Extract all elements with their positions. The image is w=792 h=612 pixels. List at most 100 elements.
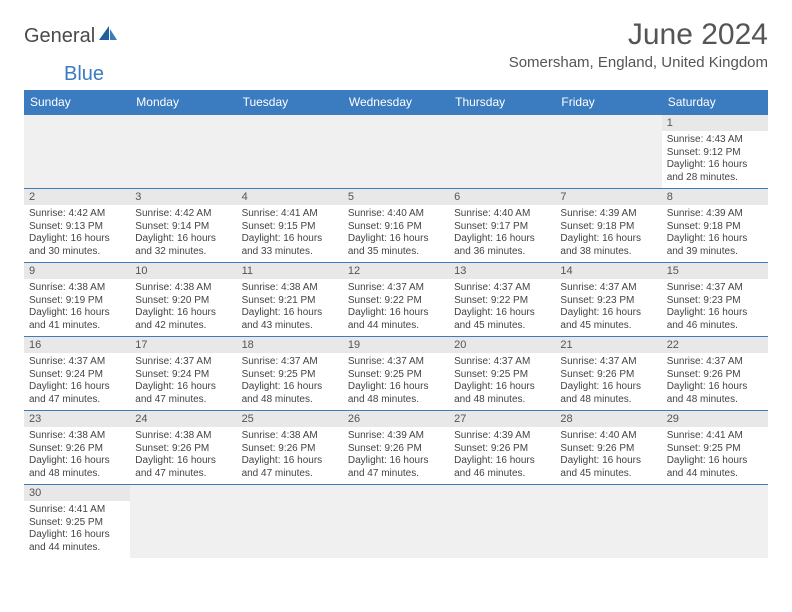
sunrise-line: Sunrise: 4:39 AM	[348, 430, 444, 443]
day-details: Sunrise: 4:40 AMSunset: 9:16 PMDaylight:…	[343, 205, 449, 262]
day-cell: 18Sunrise: 4:37 AMSunset: 9:25 PMDayligh…	[237, 337, 343, 411]
day-number: 25	[237, 411, 343, 427]
sunrise-line: Sunrise: 4:38 AM	[135, 430, 231, 443]
sunset-line: Sunset: 9:24 PM	[135, 369, 231, 382]
sunrise-line: Sunrise: 4:40 AM	[348, 208, 444, 221]
day-number: 22	[662, 337, 768, 353]
day-number: 12	[343, 263, 449, 279]
weekday-header: Thursday	[449, 90, 555, 115]
day-number: 24	[130, 411, 236, 427]
sunset-line: Sunset: 9:16 PM	[348, 221, 444, 234]
day-cell: 20Sunrise: 4:37 AMSunset: 9:25 PMDayligh…	[449, 337, 555, 411]
sunset-line: Sunset: 9:12 PM	[667, 147, 763, 160]
sunset-line: Sunset: 9:25 PM	[29, 517, 125, 530]
empty-cell	[237, 115, 343, 189]
calendar-row: 16Sunrise: 4:37 AMSunset: 9:24 PMDayligh…	[24, 337, 768, 411]
day-number: 3	[130, 189, 236, 205]
day-number: 27	[449, 411, 555, 427]
daylight-line: Daylight: 16 hours and 44 minutes.	[29, 529, 125, 554]
day-number: 1	[662, 115, 768, 131]
daylight-line: Daylight: 16 hours and 47 minutes.	[242, 455, 338, 480]
calendar-row: 2Sunrise: 4:42 AMSunset: 9:13 PMDaylight…	[24, 189, 768, 263]
day-number: 30	[24, 485, 130, 501]
sunset-line: Sunset: 9:25 PM	[242, 369, 338, 382]
day-cell: 25 Sunrise: 4:38 AMSunset: 9:26 PMDayligh…	[237, 411, 343, 485]
sunset-line: Sunset: 9:25 PM	[667, 443, 763, 456]
sunrise-line: Sunrise: 4:42 AM	[29, 208, 125, 221]
day-number: 23	[24, 411, 130, 427]
weekday-header: Sunday	[24, 90, 130, 115]
sunrise-line: Sunrise: 4:37 AM	[667, 356, 763, 369]
day-cell: 1Sunrise: 4:43 AMSunset: 9:12 PMDaylight…	[662, 115, 768, 189]
day-details: Sunrise: 4:38 AMSunset: 9:26 PMDaylight:…	[130, 427, 236, 484]
day-cell: 7Sunrise: 4:39 AMSunset: 9:18 PMDaylight…	[555, 189, 661, 263]
day-number: 26	[343, 411, 449, 427]
sunset-line: Sunset: 9:17 PM	[454, 221, 550, 234]
empty-cell	[343, 485, 449, 559]
day-cell: 21Sunrise: 4:37 AMSunset: 9:26 PMDayligh…	[555, 337, 661, 411]
empty-cell	[555, 485, 661, 559]
sunrise-line: Sunrise: 4:41 AM	[667, 430, 763, 443]
day-cell: 17Sunrise: 4:37 AMSunset: 9:24 PMDayligh…	[130, 337, 236, 411]
daylight-line: Daylight: 16 hours and 45 minutes.	[454, 307, 550, 332]
daylight-line: Daylight: 16 hours and 28 minutes.	[667, 159, 763, 184]
logo: General	[24, 18, 121, 49]
weekday-header: Saturday	[662, 90, 768, 115]
day-details: Sunrise: 4:37 AMSunset: 9:22 PMDaylight:…	[343, 279, 449, 336]
day-cell: 24Sunrise: 4:38 AMSunset: 9:26 PMDayligh…	[130, 411, 236, 485]
day-number: 4	[237, 189, 343, 205]
sunrise-line: Sunrise: 4:38 AM	[242, 430, 338, 443]
day-cell: 12Sunrise: 4:37 AMSunset: 9:22 PMDayligh…	[343, 263, 449, 337]
day-details: Sunrise: 4:40 AMSunset: 9:17 PMDaylight:…	[449, 205, 555, 262]
calendar-body: 1Sunrise: 4:43 AMSunset: 9:12 PMDaylight…	[24, 115, 768, 559]
sunrise-line: Sunrise: 4:37 AM	[454, 282, 550, 295]
sunset-line: Sunset: 9:25 PM	[454, 369, 550, 382]
daylight-line: Daylight: 16 hours and 44 minutes.	[667, 455, 763, 480]
day-number: 14	[555, 263, 661, 279]
empty-cell	[343, 115, 449, 189]
day-details: Sunrise: 4:37 AMSunset: 9:26 PMDaylight:…	[662, 353, 768, 410]
daylight-line: Daylight: 16 hours and 47 minutes.	[135, 381, 231, 406]
sunset-line: Sunset: 9:18 PM	[667, 221, 763, 234]
sunset-line: Sunset: 9:26 PM	[242, 443, 338, 456]
sunset-line: Sunset: 9:26 PM	[560, 443, 656, 456]
empty-cell	[130, 485, 236, 559]
day-details: Sunrise: 4:37 AMSunset: 9:26 PMDaylight:…	[555, 353, 661, 410]
day-details: Sunrise: 4:37 AMSunset: 9:23 PMDaylight:…	[555, 279, 661, 336]
sunrise-line: Sunrise: 4:38 AM	[29, 282, 125, 295]
daylight-line: Daylight: 16 hours and 30 minutes.	[29, 233, 125, 258]
day-cell: 2Sunrise: 4:42 AMSunset: 9:13 PMDaylight…	[24, 189, 130, 263]
day-cell: 11Sunrise: 4:38 AMSunset: 9:21 PMDayligh…	[237, 263, 343, 337]
day-number: 6	[449, 189, 555, 205]
daylight-line: Daylight: 16 hours and 46 minutes.	[667, 307, 763, 332]
day-cell: 3Sunrise: 4:42 AMSunset: 9:14 PMDaylight…	[130, 189, 236, 263]
logo-text-general: General	[24, 25, 95, 48]
day-number: 7	[555, 189, 661, 205]
weekday-header: Tuesday	[237, 90, 343, 115]
day-cell: 16Sunrise: 4:37 AMSunset: 9:24 PMDayligh…	[24, 337, 130, 411]
day-number: 2	[24, 189, 130, 205]
sunset-line: Sunset: 9:26 PM	[348, 443, 444, 456]
sunrise-line: Sunrise: 4:41 AM	[29, 504, 125, 517]
day-number: 17	[130, 337, 236, 353]
daylight-line: Daylight: 16 hours and 38 minutes.	[560, 233, 656, 258]
sunrise-line: Sunrise: 4:38 AM	[135, 282, 231, 295]
day-cell: 9Sunrise: 4:38 AMSunset: 9:19 PMDaylight…	[24, 263, 130, 337]
day-details: Sunrise: 4:39 AMSunset: 9:26 PMDaylight:…	[343, 427, 449, 484]
weekday-header: Wednesday	[343, 90, 449, 115]
day-number: 29	[662, 411, 768, 427]
sunrise-line: Sunrise: 4:39 AM	[667, 208, 763, 221]
month-title: June 2024	[509, 18, 768, 52]
weekday-header-row: SundayMondayTuesdayWednesdayThursdayFrid…	[24, 90, 768, 115]
day-number: 9	[24, 263, 130, 279]
day-cell: 27Sunrise: 4:39 AMSunset: 9:26 PMDayligh…	[449, 411, 555, 485]
day-details: Sunrise: 4:38 AMSunset: 9:19 PMDaylight:…	[24, 279, 130, 336]
day-cell: 6Sunrise: 4:40 AMSunset: 9:17 PMDaylight…	[449, 189, 555, 263]
daylight-line: Daylight: 16 hours and 42 minutes.	[135, 307, 231, 332]
sunrise-line: Sunrise: 4:37 AM	[348, 356, 444, 369]
day-cell: 28Sunrise: 4:40 AMSunset: 9:26 PMDayligh…	[555, 411, 661, 485]
daylight-line: Daylight: 16 hours and 33 minutes.	[242, 233, 338, 258]
sunrise-line: Sunrise: 4:37 AM	[667, 282, 763, 295]
day-details: Sunrise: 4:37 AMSunset: 9:23 PMDaylight:…	[662, 279, 768, 336]
day-cell: 15Sunrise: 4:37 AMSunset: 9:23 PMDayligh…	[662, 263, 768, 337]
